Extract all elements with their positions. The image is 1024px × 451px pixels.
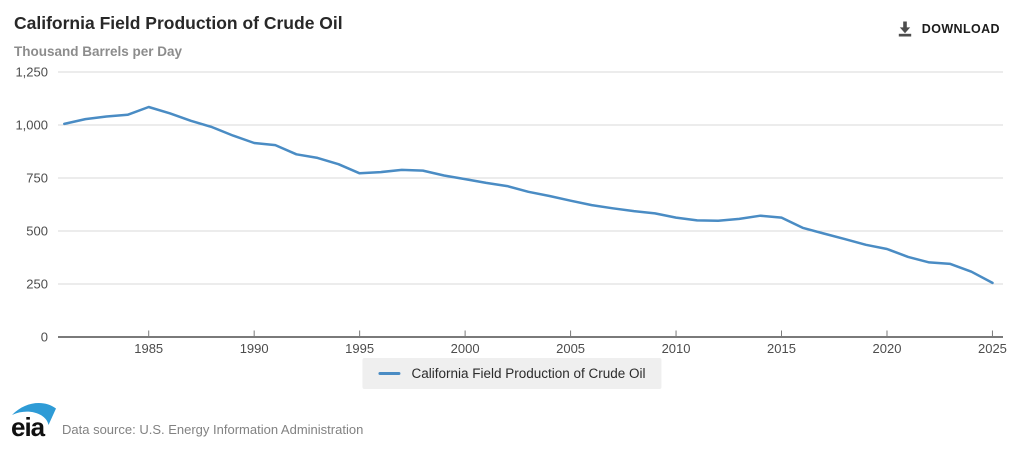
y-tick-label: 1,250 (15, 65, 48, 80)
download-button[interactable]: DOWNLOAD (893, 19, 1004, 39)
y-tick-label: 500 (26, 224, 48, 239)
eia-logo-swoosh (12, 403, 56, 425)
download-icon (897, 21, 913, 37)
y-tick-label: 750 (26, 171, 48, 186)
x-tick-label: 1990 (240, 341, 269, 356)
y-tick-label: 1,000 (15, 118, 48, 133)
x-tick-label: 1985 (134, 341, 163, 356)
chart-canvas: 0 250 500 750 1,000 1,250 1985 1990 1995 2000 2005… (15, 65, 1007, 357)
eia-logo[interactable]: eia (10, 399, 60, 441)
y-tick-label: 0 (41, 330, 48, 345)
x-tick-label: 2025 (978, 341, 1007, 356)
eia-logo-text: eia (11, 412, 46, 441)
download-button-label: DOWNLOAD (921, 22, 1000, 36)
y-tick-label: 250 (26, 277, 48, 292)
x-tick-label: 2020 (873, 341, 902, 356)
legend-item-california[interactable]: California Field Production of Crude Oil (411, 366, 646, 381)
x-tick-label: 2005 (556, 341, 585, 356)
data-source-text: Data source: U.S. Energy Information Adm… (62, 422, 364, 437)
legend: California Field Production of Crude Oil (362, 358, 662, 389)
x-tick-label: 2000 (451, 341, 480, 356)
data-line-california-crude-oil[interactable] (63, 105, 994, 285)
page-title: California Field Production of Crude Oil (14, 13, 343, 33)
x-tick-label: 1995 (345, 341, 374, 356)
x-tick-label: 2010 (662, 341, 691, 356)
x-tick-label: 2015 (767, 341, 796, 356)
chart-unit-label: Thousand Barrels per Day (14, 44, 183, 59)
legend-line-swatch (378, 372, 401, 375)
